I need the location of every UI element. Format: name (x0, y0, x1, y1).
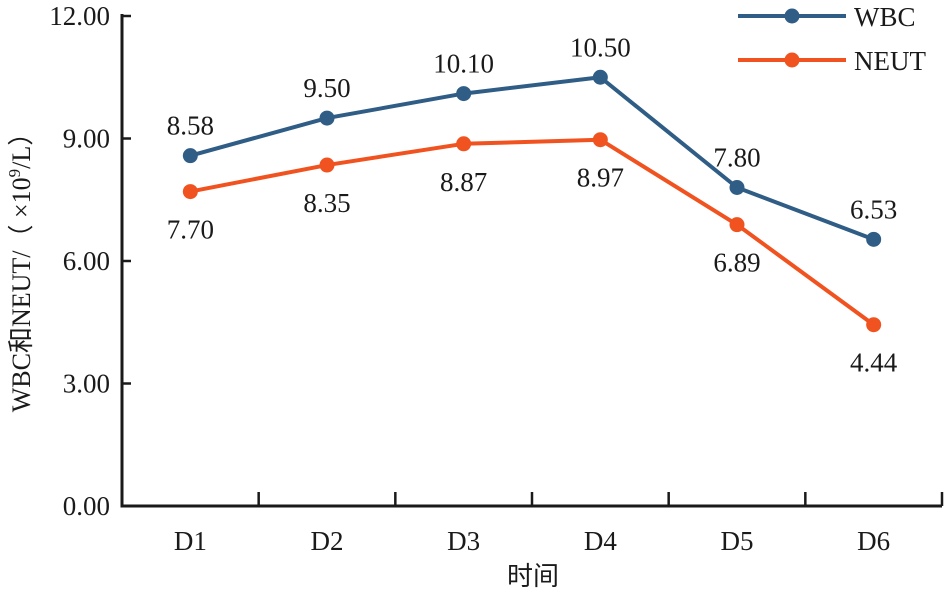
y-tick-label: 12.00 (49, 1, 110, 31)
series-line-wbc (189, 75, 875, 242)
data-label-wbc: 8.58 (167, 111, 214, 141)
data-label-wbc: 10.50 (570, 32, 631, 62)
series-line-neut (189, 137, 875, 327)
series-wbc (182, 69, 882, 247)
y-tick-label: 0.00 (63, 491, 110, 521)
y-tick-label: 6.00 (63, 246, 110, 276)
y-axis-ticks: 0.00 3.00 6.00 9.00 12.00 (49, 1, 131, 521)
data-label-neut: 8.87 (440, 167, 487, 197)
data-labels: 8.58 9.50 10.10 10.50 7.80 6.53 7.70 8.35 8.87 8.… (167, 32, 898, 377)
data-point-wbc (456, 86, 472, 102)
data-point-neut (319, 157, 335, 173)
legend-item-wbc: WBC (738, 2, 916, 32)
x-tick-label: D3 (447, 526, 480, 556)
data-point-neut (866, 317, 882, 333)
data-label-wbc: 9.50 (303, 73, 350, 103)
data-point-wbc (592, 69, 608, 85)
data-label-wbc: 7.80 (713, 143, 760, 173)
y-axis-title: WBC和NEUT/（ ×109/L） (5, 120, 36, 413)
legend-label: NEUT (854, 46, 926, 76)
x-axis-title: 时间 (507, 562, 559, 591)
data-point-neut (456, 136, 472, 152)
data-point-wbc (182, 148, 198, 164)
data-label-neut: 8.35 (303, 188, 350, 218)
x-tick-label: D2 (311, 526, 344, 556)
data-label-neut: 4.44 (850, 348, 898, 378)
data-point-wbc (866, 231, 882, 247)
axes (120, 14, 942, 508)
legend-marker (784, 8, 800, 24)
data-label-neut: 6.89 (713, 248, 760, 278)
y-axis-title-tail: /L） (7, 120, 36, 169)
x-tick-label: D1 (174, 526, 207, 556)
legend-item-neut: NEUT (738, 46, 926, 76)
data-point-neut (592, 132, 608, 148)
y-axis-title-main: WBC和NEUT/（ ×10 (7, 177, 36, 412)
data-label-wbc: 10.10 (433, 49, 494, 79)
x-axis-ticks: D1 D2 D3 D4 D5 D6 (174, 492, 944, 556)
data-point-neut (729, 217, 745, 233)
data-point-wbc (319, 110, 335, 126)
legend-marker (784, 52, 800, 68)
y-tick-label: 3.00 (63, 369, 110, 399)
y-axis-title-superscript: 9 (5, 169, 24, 178)
data-label-neut: 8.97 (577, 163, 624, 193)
x-tick-label: D6 (857, 526, 890, 556)
x-tick-label: D5 (721, 526, 754, 556)
x-tick-label: D4 (584, 526, 617, 556)
legend: WBC NEUT (738, 2, 926, 76)
data-point-wbc (729, 180, 745, 195)
series-group (182, 69, 882, 333)
y-tick-label: 9.00 (63, 124, 110, 154)
legend-label: WBC (854, 2, 916, 32)
data-point-neut (182, 184, 198, 200)
data-label-wbc: 6.53 (850, 194, 897, 224)
series-neut (182, 132, 882, 333)
data-label-neut: 7.70 (167, 215, 214, 245)
